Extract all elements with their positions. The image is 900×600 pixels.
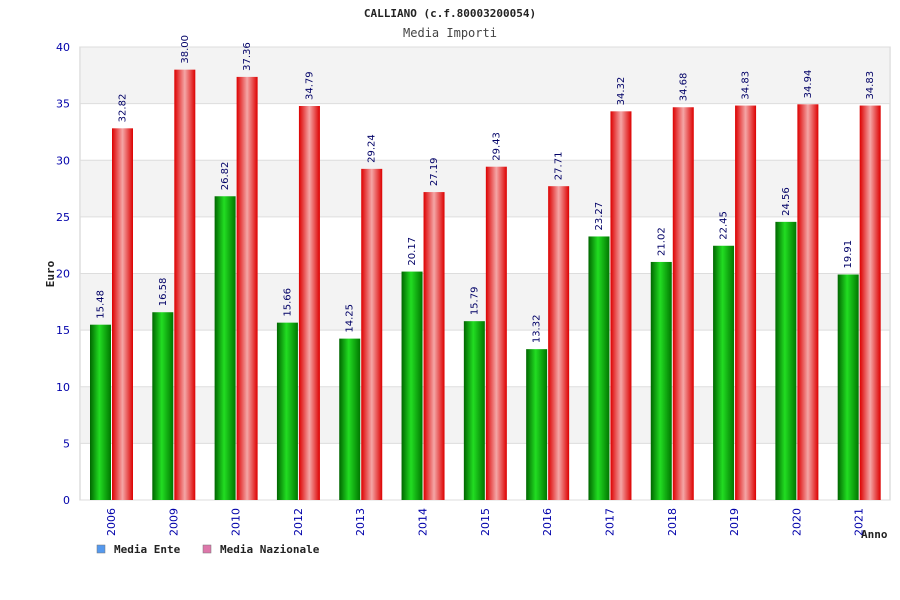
data-label: 24.56 (781, 187, 792, 216)
chart-title: CALLIANO (c.f.80003200054) (364, 7, 536, 20)
bars: 15.48 32.82 16.58 38.00 26.82 37.36 15.66 34.79… (90, 35, 881, 501)
bar-media-ente (463, 321, 485, 500)
legend-swatch (96, 544, 106, 554)
data-label: 21.02 (656, 227, 667, 256)
bar-media-nazionale (610, 111, 632, 501)
bar-media-ente (588, 236, 610, 500)
data-label: 27.19 (429, 157, 440, 186)
x-tick-label: 2018 (666, 508, 679, 536)
x-tick-label: 2016 (541, 508, 554, 536)
data-label: 27.71 (554, 152, 565, 181)
data-label: 38.00 (180, 35, 191, 64)
x-tick-label: 2021 (853, 508, 866, 536)
x-tick-label: 2010 (230, 508, 243, 536)
bar-media-ente (152, 312, 174, 500)
y-tick-label: 40 (56, 41, 70, 54)
bar-media-ente (401, 271, 423, 500)
data-label: 22.45 (719, 211, 730, 240)
bar-media-nazionale (298, 106, 320, 501)
data-label: 15.79 (469, 287, 480, 316)
grid-band (81, 160, 889, 217)
bar-media-ente (90, 324, 111, 500)
x-axis-ticks: 2006 2009 2010 2012 2013 2014 2015 2016 2017 2018… (105, 508, 866, 536)
y-tick-label: 5 (63, 437, 70, 450)
data-label: 15.66 (282, 288, 293, 317)
data-label: 29.24 (367, 134, 378, 163)
grid-band (81, 386, 889, 444)
data-label: 34.79 (304, 71, 315, 100)
data-label: 20.17 (407, 237, 418, 266)
x-tick-label: 2019 (728, 508, 741, 536)
x-tick-label: 2014 (417, 508, 430, 536)
x-tick-label: 2009 (167, 508, 180, 536)
x-tick-label: 2015 (479, 508, 492, 536)
y-tick-label: 20 (56, 268, 70, 281)
data-label: 19.91 (843, 240, 854, 269)
bar-media-ente (837, 274, 859, 500)
x-tick-label: 2020 (790, 508, 803, 536)
bar-media-nazionale (859, 105, 881, 501)
y-tick-label: 25 (56, 211, 70, 224)
bar-media-nazionale (174, 69, 196, 501)
data-label: 34.83 (865, 71, 876, 100)
bar-media-ente (526, 349, 548, 500)
bar-media-ente (214, 196, 236, 501)
data-label: 13.32 (532, 315, 543, 344)
data-label: 34.32 (616, 77, 627, 106)
data-label: 34.94 (803, 70, 814, 99)
bar-media-nazionale (735, 105, 757, 501)
y-axis-label: Euro (44, 260, 57, 287)
y-tick-label: 30 (56, 154, 70, 167)
data-label: 34.83 (741, 71, 752, 100)
x-axis-label: Anno (861, 528, 888, 541)
bar-media-nazionale (361, 168, 383, 500)
grid-band (81, 47, 889, 104)
bar-media-nazionale (672, 107, 694, 501)
y-axis-ticks: 0 5 10 15 20 25 30 35 40 (56, 41, 70, 507)
x-tick-label: 2017 (603, 508, 616, 536)
data-label: 37.36 (242, 42, 253, 71)
y-tick-label: 15 (56, 324, 70, 337)
legend-label: Media Ente (114, 543, 181, 556)
data-label: 34.68 (678, 73, 689, 102)
data-label: 29.43 (491, 132, 502, 161)
legend-label: Media Nazionale (220, 543, 320, 556)
data-label: 15.48 (96, 290, 107, 319)
x-tick-label: 2006 (105, 508, 118, 536)
bar-media-nazionale (548, 186, 570, 500)
bar-media-nazionale (423, 192, 445, 501)
bar-media-ente (650, 261, 672, 500)
legend-swatch (202, 544, 212, 554)
y-tick-label: 0 (63, 494, 70, 507)
y-tick-label: 35 (56, 98, 70, 111)
x-tick-label: 2012 (292, 508, 305, 536)
y-tick-label: 10 (56, 381, 70, 394)
bar-media-ente (339, 338, 361, 500)
data-label: 26.82 (220, 162, 231, 191)
chart-subtitle: Media Importi (403, 26, 497, 40)
data-label: 16.58 (158, 278, 169, 307)
bar-media-nazionale (236, 76, 258, 500)
x-tick-label: 2013 (354, 508, 367, 536)
data-label: 32.82 (118, 94, 129, 123)
grid-band (81, 273, 889, 331)
bar-media-nazionale (112, 128, 133, 500)
bar-media-ente (713, 245, 735, 500)
bar-media-ente (775, 221, 797, 500)
legend: Media Ente Media Nazionale (96, 543, 320, 556)
bar-media-nazionale (797, 104, 819, 500)
data-label: 23.27 (594, 202, 605, 231)
bar-media-nazionale (485, 166, 507, 500)
bar-media-ente (276, 322, 298, 500)
data-label: 14.25 (345, 304, 356, 333)
